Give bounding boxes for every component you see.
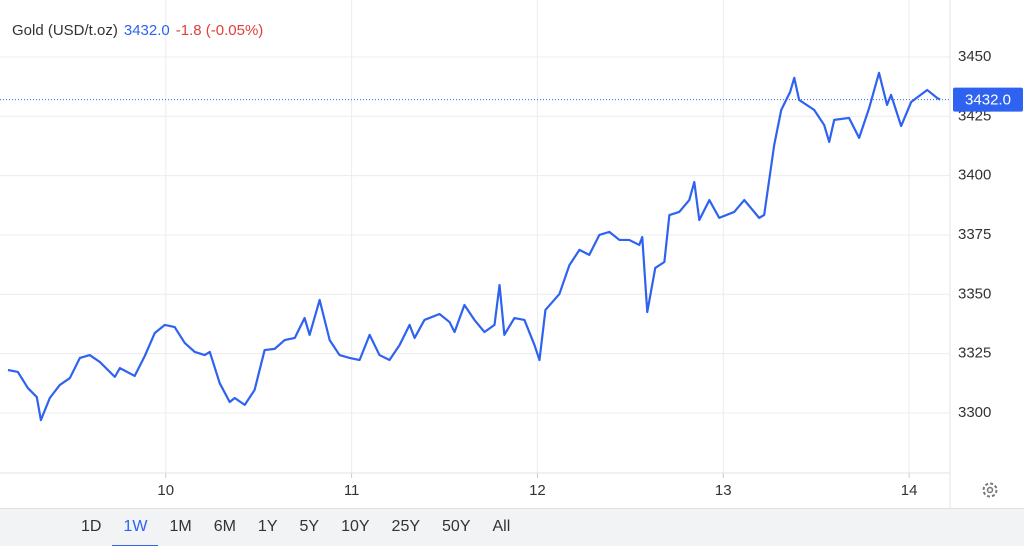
y-tick-label: 3350 [958, 285, 991, 302]
x-tick-label: 12 [529, 482, 546, 499]
range-button[interactable]: 5Y [299, 518, 320, 535]
range-list: 1D 1W 1M 6M 1Y 5Y 10Y 25Y 50Y All [70, 509, 521, 546]
x-tick-label: 11 [344, 482, 360, 499]
settings-icon[interactable] [982, 482, 998, 498]
gear-hub [986, 486, 994, 494]
x-tick-label: 10 [157, 482, 174, 499]
y-tick-label: 3450 [958, 48, 991, 65]
header: Gold (USD/t.oz) 3432.0 -1.8 (-0.05%) [12, 22, 269, 39]
instrument-title: Gold (USD/t.oz) [12, 22, 118, 39]
range-button[interactable]: 1D [81, 518, 102, 535]
range-button[interactable]: 10Y [341, 518, 370, 535]
range-button[interactable]: 50Y [442, 518, 471, 535]
range-bar: 1D 1W 1M 6M 1Y 5Y 10Y 25Y 50Y All [0, 508, 1024, 546]
chart: 10 11 12 13 14330033253350337534003425345034… [0, 0, 1023, 508]
range-button[interactable]: 6M [213, 518, 236, 535]
range-button[interactable]: All [492, 518, 511, 535]
y-tick-label: 3400 [958, 167, 991, 184]
last-price: 3432.0 [123, 22, 170, 39]
y-tick-label: 3375 [958, 226, 991, 243]
last-price-tag-label: 3432.0 [965, 92, 1011, 109]
x-tick-label: 13 [715, 482, 732, 499]
last-price-tag [953, 87, 1023, 112]
range-button[interactable]: 1W [112, 509, 159, 546]
range-button[interactable]: 25Y [391, 518, 421, 535]
price-line [7, 71, 941, 422]
price-change: -1.8 (-0.05%) [175, 22, 264, 39]
range-button[interactable]: 1M [169, 518, 192, 535]
y-tick-label: 3325 [958, 345, 991, 362]
y-tick-label: 3300 [958, 404, 991, 421]
x-tick-label: 14 [901, 482, 918, 499]
range-button[interactable]: 1Y [257, 518, 278, 535]
gear-teeth [982, 482, 998, 498]
